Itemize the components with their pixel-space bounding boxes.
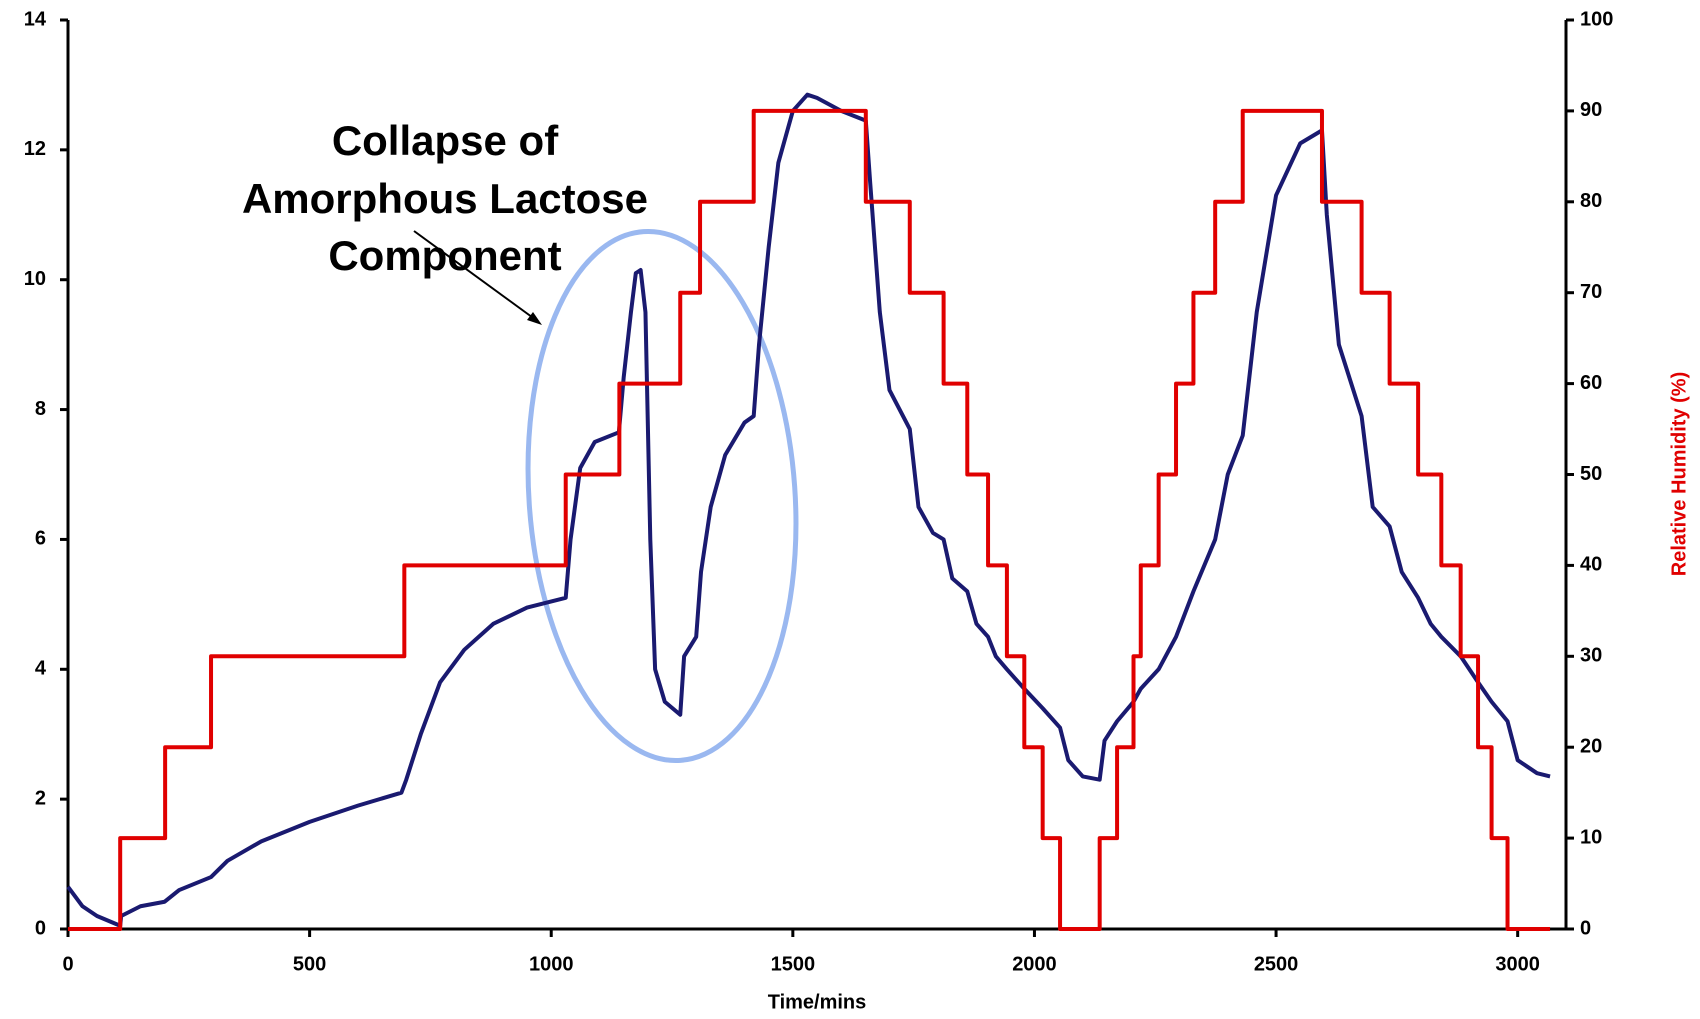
- y2-tick-label: 0: [1580, 917, 1591, 939]
- y2-tick-label: 80: [1580, 190, 1602, 212]
- y-tick-label: 10: [24, 268, 46, 290]
- y2-axis-label: Relative Humidity (%): [1668, 372, 1690, 576]
- y-tick-label: 6: [35, 528, 46, 550]
- y-tick-label: 14: [24, 8, 47, 30]
- y2-tick-label: 100: [1580, 8, 1613, 30]
- x-tick-label: 1000: [529, 953, 574, 975]
- x-tick-label: 2500: [1254, 953, 1299, 975]
- y2-tick-label: 50: [1580, 463, 1602, 485]
- x-axis-label: Time/mins: [768, 991, 867, 1013]
- x-tick-label: 0: [62, 953, 73, 975]
- annotation-arrow: [413, 230, 537, 321]
- annotation: Amorphous Lactose: [242, 175, 648, 222]
- data-line: [66, 92, 1551, 928]
- y2-tick-label: 10: [1580, 826, 1602, 848]
- y2-tick-label: 40: [1580, 554, 1602, 576]
- annotation: Collapse of: [332, 117, 559, 164]
- x-tick-label: 1500: [771, 953, 816, 975]
- y-tick-label: 8: [35, 398, 46, 420]
- y2-tick-label: 20: [1580, 735, 1602, 757]
- data-line: [68, 108, 1551, 931]
- x-tick-label: 3000: [1495, 953, 1540, 975]
- annotation: Component: [328, 232, 561, 279]
- x-tick-label: 500: [293, 953, 326, 975]
- arrow-head: [527, 312, 542, 325]
- y2-tick-label: 90: [1580, 99, 1602, 121]
- y2-tick-label: 30: [1580, 645, 1602, 667]
- y-tick-label: 0: [35, 917, 46, 939]
- y2-tick-label: 70: [1580, 281, 1602, 303]
- y2-tick-label: 60: [1580, 372, 1602, 394]
- y-tick-label: 4: [35, 658, 47, 680]
- y-tick-label: 2: [35, 787, 46, 809]
- x-tick-label: 2000: [1012, 953, 1057, 975]
- y-tick-label: 12: [24, 138, 46, 160]
- highlight-ellipse: [525, 228, 799, 764]
